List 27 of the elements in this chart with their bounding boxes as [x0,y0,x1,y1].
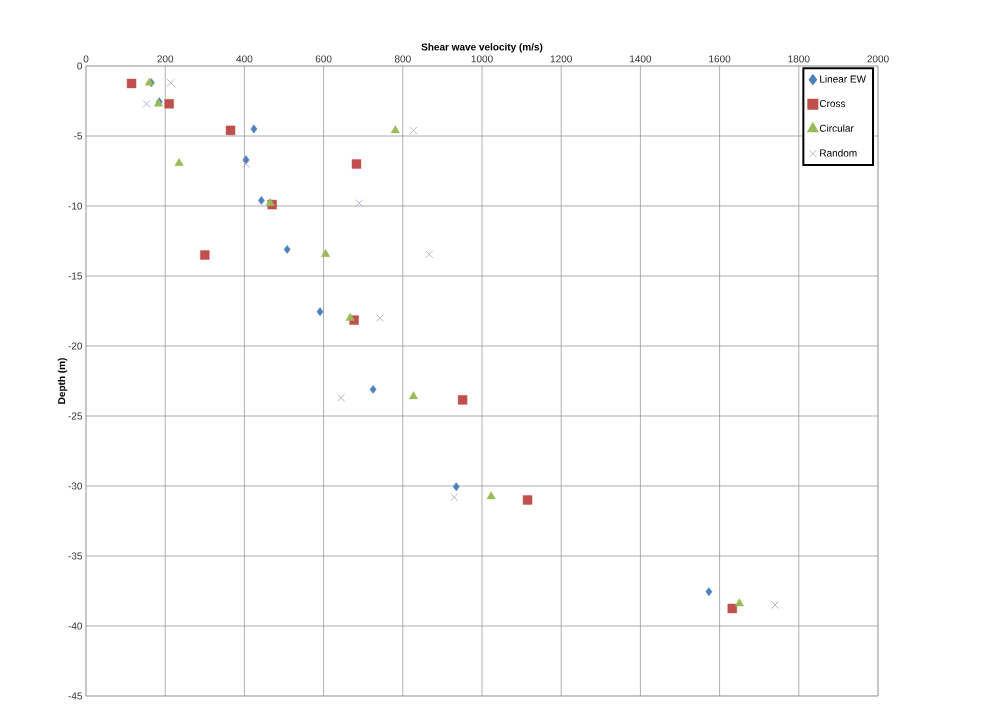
x-tick-label: 200 [157,55,174,63]
x-tick-label: 400 [236,55,253,63]
x-tick-label: 1800 [788,55,810,63]
y-tick-label: 0 [77,62,83,70]
y-tick-label: -40 [68,622,83,630]
y-tick-label: -25 [68,412,83,420]
x-tick-label: 800 [394,55,411,63]
x-tick-label: 1400 [630,55,652,63]
y-tick-label: -10 [68,202,83,210]
y-axis-title: Depth (m) [57,358,68,404]
legend-label: Random [820,149,857,157]
x-tick-label: 0 [83,55,89,63]
y-tick-label: -20 [68,342,83,350]
x-axis-title: Shear wave velocity (m/s) [421,43,543,53]
legend-label: Circular [819,124,854,132]
y-tick-label: -30 [68,482,83,490]
x-tick-label: 1000 [471,55,493,63]
y-tick-label: -5 [74,132,83,140]
y-tick-label: -45 [68,692,83,700]
legend-label: Linear EW [820,75,866,83]
y-tick-label: -15 [68,272,83,280]
x-tick-label: 1600 [709,55,731,63]
x-tick-label: 600 [315,55,332,63]
legend-label: Cross [819,100,846,108]
x-tick-label: 2000 [867,55,889,63]
x-tick-label: 1200 [550,55,572,63]
y-tick-label: -35 [68,552,83,560]
